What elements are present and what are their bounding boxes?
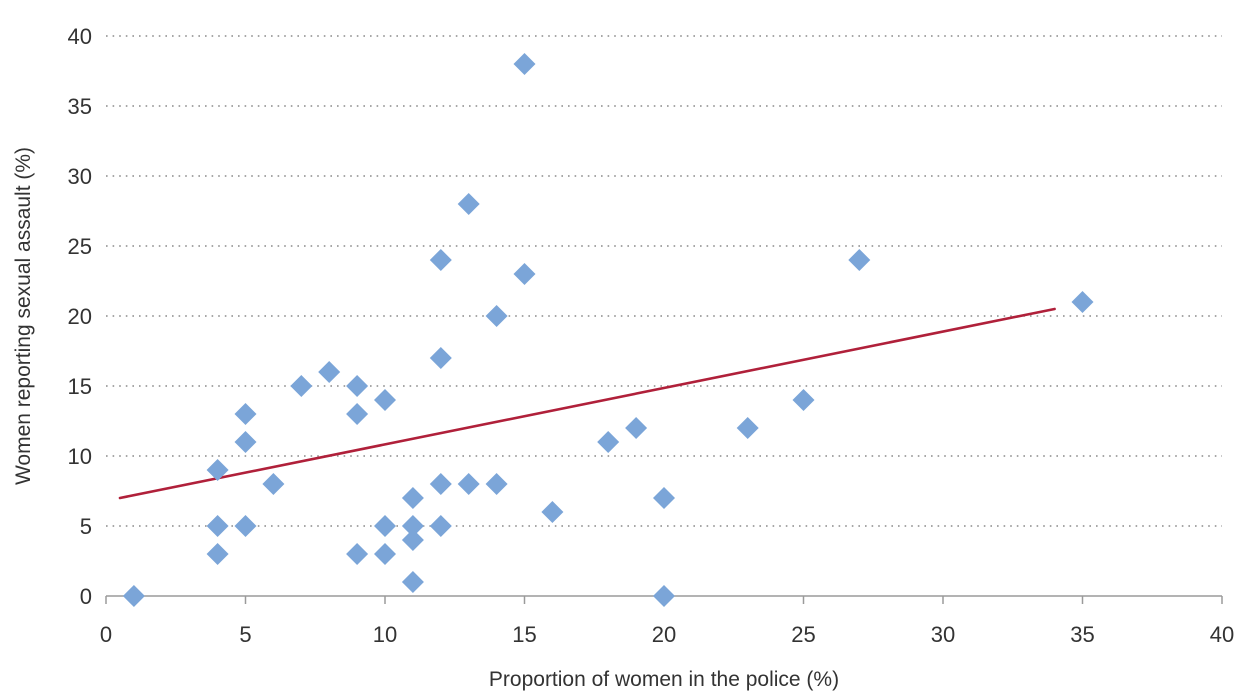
data-points [122,53,1094,607]
data-point [122,585,145,607]
data-point [374,389,396,411]
data-point [625,417,648,439]
data-point [792,389,815,411]
data-point [429,473,452,495]
data-point [429,515,452,537]
trendline [118,307,1056,500]
data-point [234,431,257,453]
y-tick-label: 30 [68,164,92,189]
data-point [346,403,369,425]
data-point [206,515,229,537]
x-axis-title: Proportion of women in the police (%) [489,668,839,691]
y-tick-label: 35 [68,94,92,119]
data-point [262,473,285,495]
data-point [485,305,508,327]
data-point [206,543,229,565]
data-point [318,361,341,383]
x-tick-label: 10 [373,622,397,647]
y-tick-label: 20 [68,304,92,329]
data-point [653,585,675,607]
data-point [597,431,620,453]
y-tick-label: 5 [80,514,92,539]
data-point [429,347,452,369]
data-point [234,515,257,537]
y-tick-labels: 0 5 10 15 20 25 30 35 40 [68,24,92,609]
x-tick-label: 5 [239,622,251,647]
y-tick-label: 0 [80,584,92,609]
data-point [457,193,480,215]
data-point [736,417,759,439]
x-tick-label: 15 [512,622,536,647]
data-point [401,571,424,593]
x-tick-label: 20 [652,622,676,647]
y-tick-label: 25 [68,234,92,259]
x-tick-label: 25 [791,622,815,647]
data-point [206,459,229,481]
y-axis-title: Women reporting sexual assault (%) [12,147,35,485]
y-tick-label: 10 [68,444,92,469]
data-point [653,487,675,509]
data-point [346,543,369,565]
data-point [513,53,536,75]
data-point [374,515,396,537]
data-point [1071,291,1094,313]
data-point [429,249,452,271]
x-tick-label: 40 [1210,622,1234,647]
data-point [346,375,369,397]
data-point [401,515,424,537]
data-point [374,543,396,565]
x-tick-label: 35 [1070,622,1094,647]
y-tick-label: 15 [68,374,92,399]
data-point [457,473,480,495]
y-tick-label: 40 [68,24,92,49]
data-point [401,529,424,551]
data-point [513,263,536,285]
data-point [848,249,871,271]
gridlines [105,35,1223,604]
x-tick-label: 30 [931,622,955,647]
trendline-group [118,307,1056,500]
x-tick-label: 0 [100,622,112,647]
x-tick-labels: 0 5 10 15 20 25 30 35 40 [100,622,1234,647]
data-point [401,487,424,509]
data-point [234,403,257,425]
data-point [485,473,508,495]
data-point [541,501,564,523]
data-point [290,375,313,397]
